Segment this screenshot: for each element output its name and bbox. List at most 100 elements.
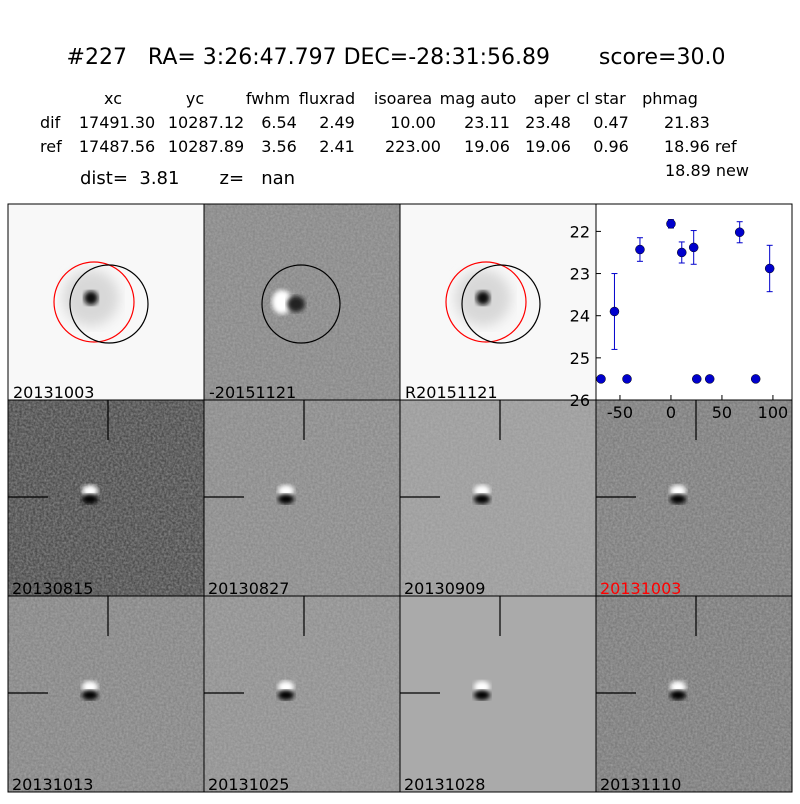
table-cell: 2.41 (319, 137, 355, 156)
aperture-black (461, 264, 541, 344)
summary: dist= 3.81 z= nan (80, 168, 295, 189)
residual-dark (278, 690, 294, 700)
column-header: isoarea (374, 89, 432, 108)
aperture-red (445, 261, 527, 343)
residual-bright (272, 290, 292, 314)
stamp-label: 20130815 (12, 579, 93, 598)
stamp-label: 20130827 (208, 579, 289, 598)
table-note: 18.89 new (665, 161, 749, 180)
table-cell: 6.54 (261, 113, 297, 132)
stamp-noise (596, 400, 792, 596)
stamp: 20131003 (596, 400, 792, 598)
data-point (609, 306, 620, 317)
residual-dark (82, 494, 98, 504)
x-tick-label: 0 (666, 403, 676, 422)
table-cell: 0.47 (593, 113, 629, 132)
x-tick-label: 50 (712, 403, 732, 422)
stamp-label: 20131003 (13, 383, 94, 402)
residual-bright (82, 681, 98, 693)
data-point (734, 227, 745, 237)
residual-dark (82, 690, 98, 700)
column-header: mag auto (440, 89, 517, 108)
data-point (764, 263, 775, 274)
stamp: 20130827 (204, 400, 400, 598)
panel-border (595, 595, 793, 793)
data-point (596, 374, 606, 384)
stamp-label: 20131013 (12, 775, 93, 794)
table-cell: 17491.30 (79, 113, 155, 132)
table-cell: 10287.12 (168, 113, 244, 132)
table-cell: 19.06 (525, 137, 571, 156)
table-cell: 0.96 (593, 137, 629, 156)
source-core (476, 291, 490, 305)
stamp: 20131025 (204, 596, 400, 794)
data-point (677, 247, 687, 258)
table-cell: 223.00 (385, 137, 441, 156)
stamp: R20151121 (400, 204, 596, 402)
row-label: dif (40, 113, 61, 132)
data-point (688, 242, 699, 253)
y-tick-label: 25 (570, 349, 590, 368)
data-point (704, 374, 715, 384)
data-point (750, 374, 761, 384)
column-header: yc (186, 89, 204, 108)
stamp-noise (204, 596, 400, 792)
table-cell: 18.96 ref (664, 137, 737, 156)
row-label: ref (40, 137, 62, 156)
source-core (84, 291, 98, 305)
residual-dark (278, 494, 294, 504)
stamp-noise (8, 400, 204, 596)
residual-bright (670, 681, 686, 693)
residual-dark (287, 296, 305, 312)
residual-bright (670, 485, 686, 497)
residual-bright (82, 485, 98, 497)
table-cell: 10.00 (390, 113, 436, 132)
stamp-noise (8, 596, 204, 792)
data-point (692, 374, 702, 384)
stamp: 20131028 (400, 596, 596, 794)
residual-dark (670, 690, 686, 700)
table-cell: 23.48 (525, 113, 571, 132)
aperture-black (261, 264, 341, 344)
table-cell: 17487.56 (79, 137, 155, 156)
residual-bright (474, 681, 490, 693)
table-cell: 10287.89 (168, 137, 244, 156)
y-tick-label: 24 (570, 307, 590, 326)
x-tick-label: 100 (758, 403, 789, 422)
x-tick-label: -50 (607, 403, 633, 422)
stamp-label: 20131110 (600, 775, 681, 794)
stamp-label: 20131025 (208, 775, 289, 794)
stamp: -20151121 (204, 204, 400, 402)
stamp-image (400, 596, 596, 792)
residual-bright (474, 485, 490, 497)
column-header: fwhm (246, 89, 290, 108)
table-cell: 19.06 (464, 137, 510, 156)
data-point (666, 219, 676, 229)
y-tick-label: 22 (570, 222, 590, 241)
residual-dark (474, 690, 490, 700)
column-header: cl star (576, 89, 626, 108)
table-cell: 23.11 (464, 113, 510, 132)
aperture-black (69, 264, 149, 344)
stamp-noise (596, 596, 792, 792)
title: #227 RA= 3:26:47.797 DEC=-28:31:56.89 sc… (67, 45, 726, 70)
column-header: phmag (642, 89, 698, 108)
aperture-red (53, 261, 135, 343)
table-cell: 3.56 (261, 137, 297, 156)
stamp-label: 20131003 (600, 579, 681, 598)
stamp-noise (400, 400, 596, 596)
residual-bright (278, 681, 294, 693)
column-header: xc (104, 89, 122, 108)
stamp-label: 20130909 (404, 579, 485, 598)
stamp: 20131110 (596, 596, 792, 794)
stamp-label: R20151121 (405, 383, 498, 402)
stamp-label: -20151121 (209, 383, 296, 402)
data-point (622, 374, 632, 384)
residual-dark (670, 494, 686, 504)
data-point (635, 244, 645, 255)
residual-dark (474, 494, 490, 504)
table-cell: 21.83 (664, 113, 710, 132)
column-header: aper (534, 89, 571, 108)
table-cell: 2.49 (319, 113, 355, 132)
